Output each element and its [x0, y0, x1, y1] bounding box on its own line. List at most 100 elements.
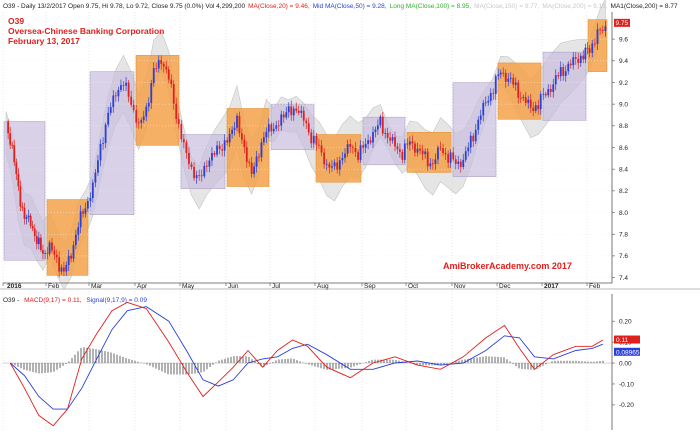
header-item-3: Mid MA(Close,50) = 9.28, — [313, 3, 387, 10]
candle-body — [547, 88, 550, 96]
candle-body — [255, 156, 258, 167]
candle-body — [564, 71, 567, 76]
candle — [48, 240, 51, 257]
candle-body — [532, 107, 535, 111]
candle — [198, 169, 201, 181]
candle-body — [11, 144, 14, 146]
candle-body — [277, 125, 280, 127]
candle — [160, 55, 163, 70]
candle — [582, 49, 585, 64]
candle-body — [91, 182, 94, 199]
candle-body — [584, 47, 587, 60]
candle — [233, 121, 236, 136]
chart-company: Oversea-Chinese Banking Corporation — [8, 26, 164, 36]
candle-body — [35, 235, 38, 245]
monthly-range-box-8 — [315, 134, 362, 183]
candle-body — [406, 143, 409, 145]
candle — [459, 159, 462, 173]
candle — [260, 138, 263, 162]
candle — [302, 106, 305, 127]
candle — [167, 66, 170, 84]
candle-body — [205, 165, 208, 167]
candle — [19, 180, 22, 212]
x-tick-label-4: Apr — [137, 283, 148, 290]
candle — [514, 77, 517, 91]
candle-body — [439, 147, 442, 149]
candle — [318, 138, 320, 149]
candle — [452, 146, 455, 162]
candle — [559, 61, 562, 82]
candle — [208, 157, 211, 173]
candle — [394, 131, 396, 152]
candle — [114, 91, 117, 102]
macd-y-tick-label-2: -0.10 — [619, 381, 634, 388]
header-item-7: MA1(Close,200) = 8.77 — [611, 3, 678, 10]
candle-body — [140, 120, 143, 123]
candle-body — [457, 161, 460, 164]
candle-body — [155, 68, 158, 69]
x-tick-label-9: Sep — [364, 283, 376, 290]
candle-body — [39, 237, 42, 251]
macd-line — [9, 301, 604, 427]
candle — [477, 116, 480, 135]
candle-body — [109, 107, 112, 113]
x-tick-label-6: Jun — [228, 283, 239, 290]
candle-body — [63, 267, 65, 272]
candle-body — [534, 105, 537, 111]
candle — [112, 90, 115, 113]
candle — [25, 214, 28, 225]
candle — [401, 149, 404, 164]
candle — [130, 90, 133, 108]
candle-body — [9, 133, 12, 145]
candle-body — [53, 250, 56, 255]
candle-body — [509, 77, 512, 79]
x-tick-label-13: 2017 — [544, 283, 559, 290]
candle — [424, 148, 427, 159]
candle — [70, 253, 72, 263]
x-tick-label-2: Feb — [48, 283, 60, 290]
candle-body — [372, 131, 374, 143]
candle — [591, 39, 594, 58]
candle — [272, 122, 275, 135]
candle-body — [447, 154, 450, 163]
candle — [147, 97, 150, 112]
macd-y-tick-label-1: -0.20 — [619, 402, 634, 409]
candle-body — [479, 115, 482, 120]
x-tick-label-8: Aug — [317, 283, 329, 290]
candle-body — [527, 99, 530, 103]
candle — [333, 159, 336, 171]
candle — [42, 244, 44, 260]
candle-body — [125, 82, 127, 86]
candle — [467, 142, 470, 157]
candle-body — [211, 153, 213, 161]
x-tick-label-11: Nov — [454, 283, 466, 290]
candle — [255, 150, 258, 173]
candle — [211, 147, 213, 167]
candle-body — [302, 110, 305, 121]
candle — [305, 118, 308, 130]
candle — [9, 127, 12, 149]
candle — [584, 43, 587, 64]
candle — [434, 153, 437, 170]
candle — [190, 161, 193, 170]
candle — [492, 88, 495, 100]
candle — [312, 130, 315, 149]
candle-body — [82, 211, 84, 214]
candle-body — [295, 108, 298, 111]
candle — [104, 122, 107, 149]
candle-body — [502, 72, 505, 74]
candle-body — [185, 142, 188, 153]
macd-header-prefix: O39 - — [3, 297, 19, 304]
candle-body — [554, 75, 557, 85]
header-item-1: O39 - Daily 13/2/2017 Open 9.75, Hi 9.78… — [3, 3, 245, 10]
candle-body — [331, 166, 333, 168]
candle-body — [275, 125, 278, 129]
candle-body — [29, 215, 32, 226]
candle-body — [351, 147, 354, 148]
candle-body — [226, 140, 229, 143]
candle — [107, 106, 110, 128]
candle-body — [497, 74, 500, 77]
candle — [406, 138, 409, 149]
candle — [421, 144, 424, 161]
